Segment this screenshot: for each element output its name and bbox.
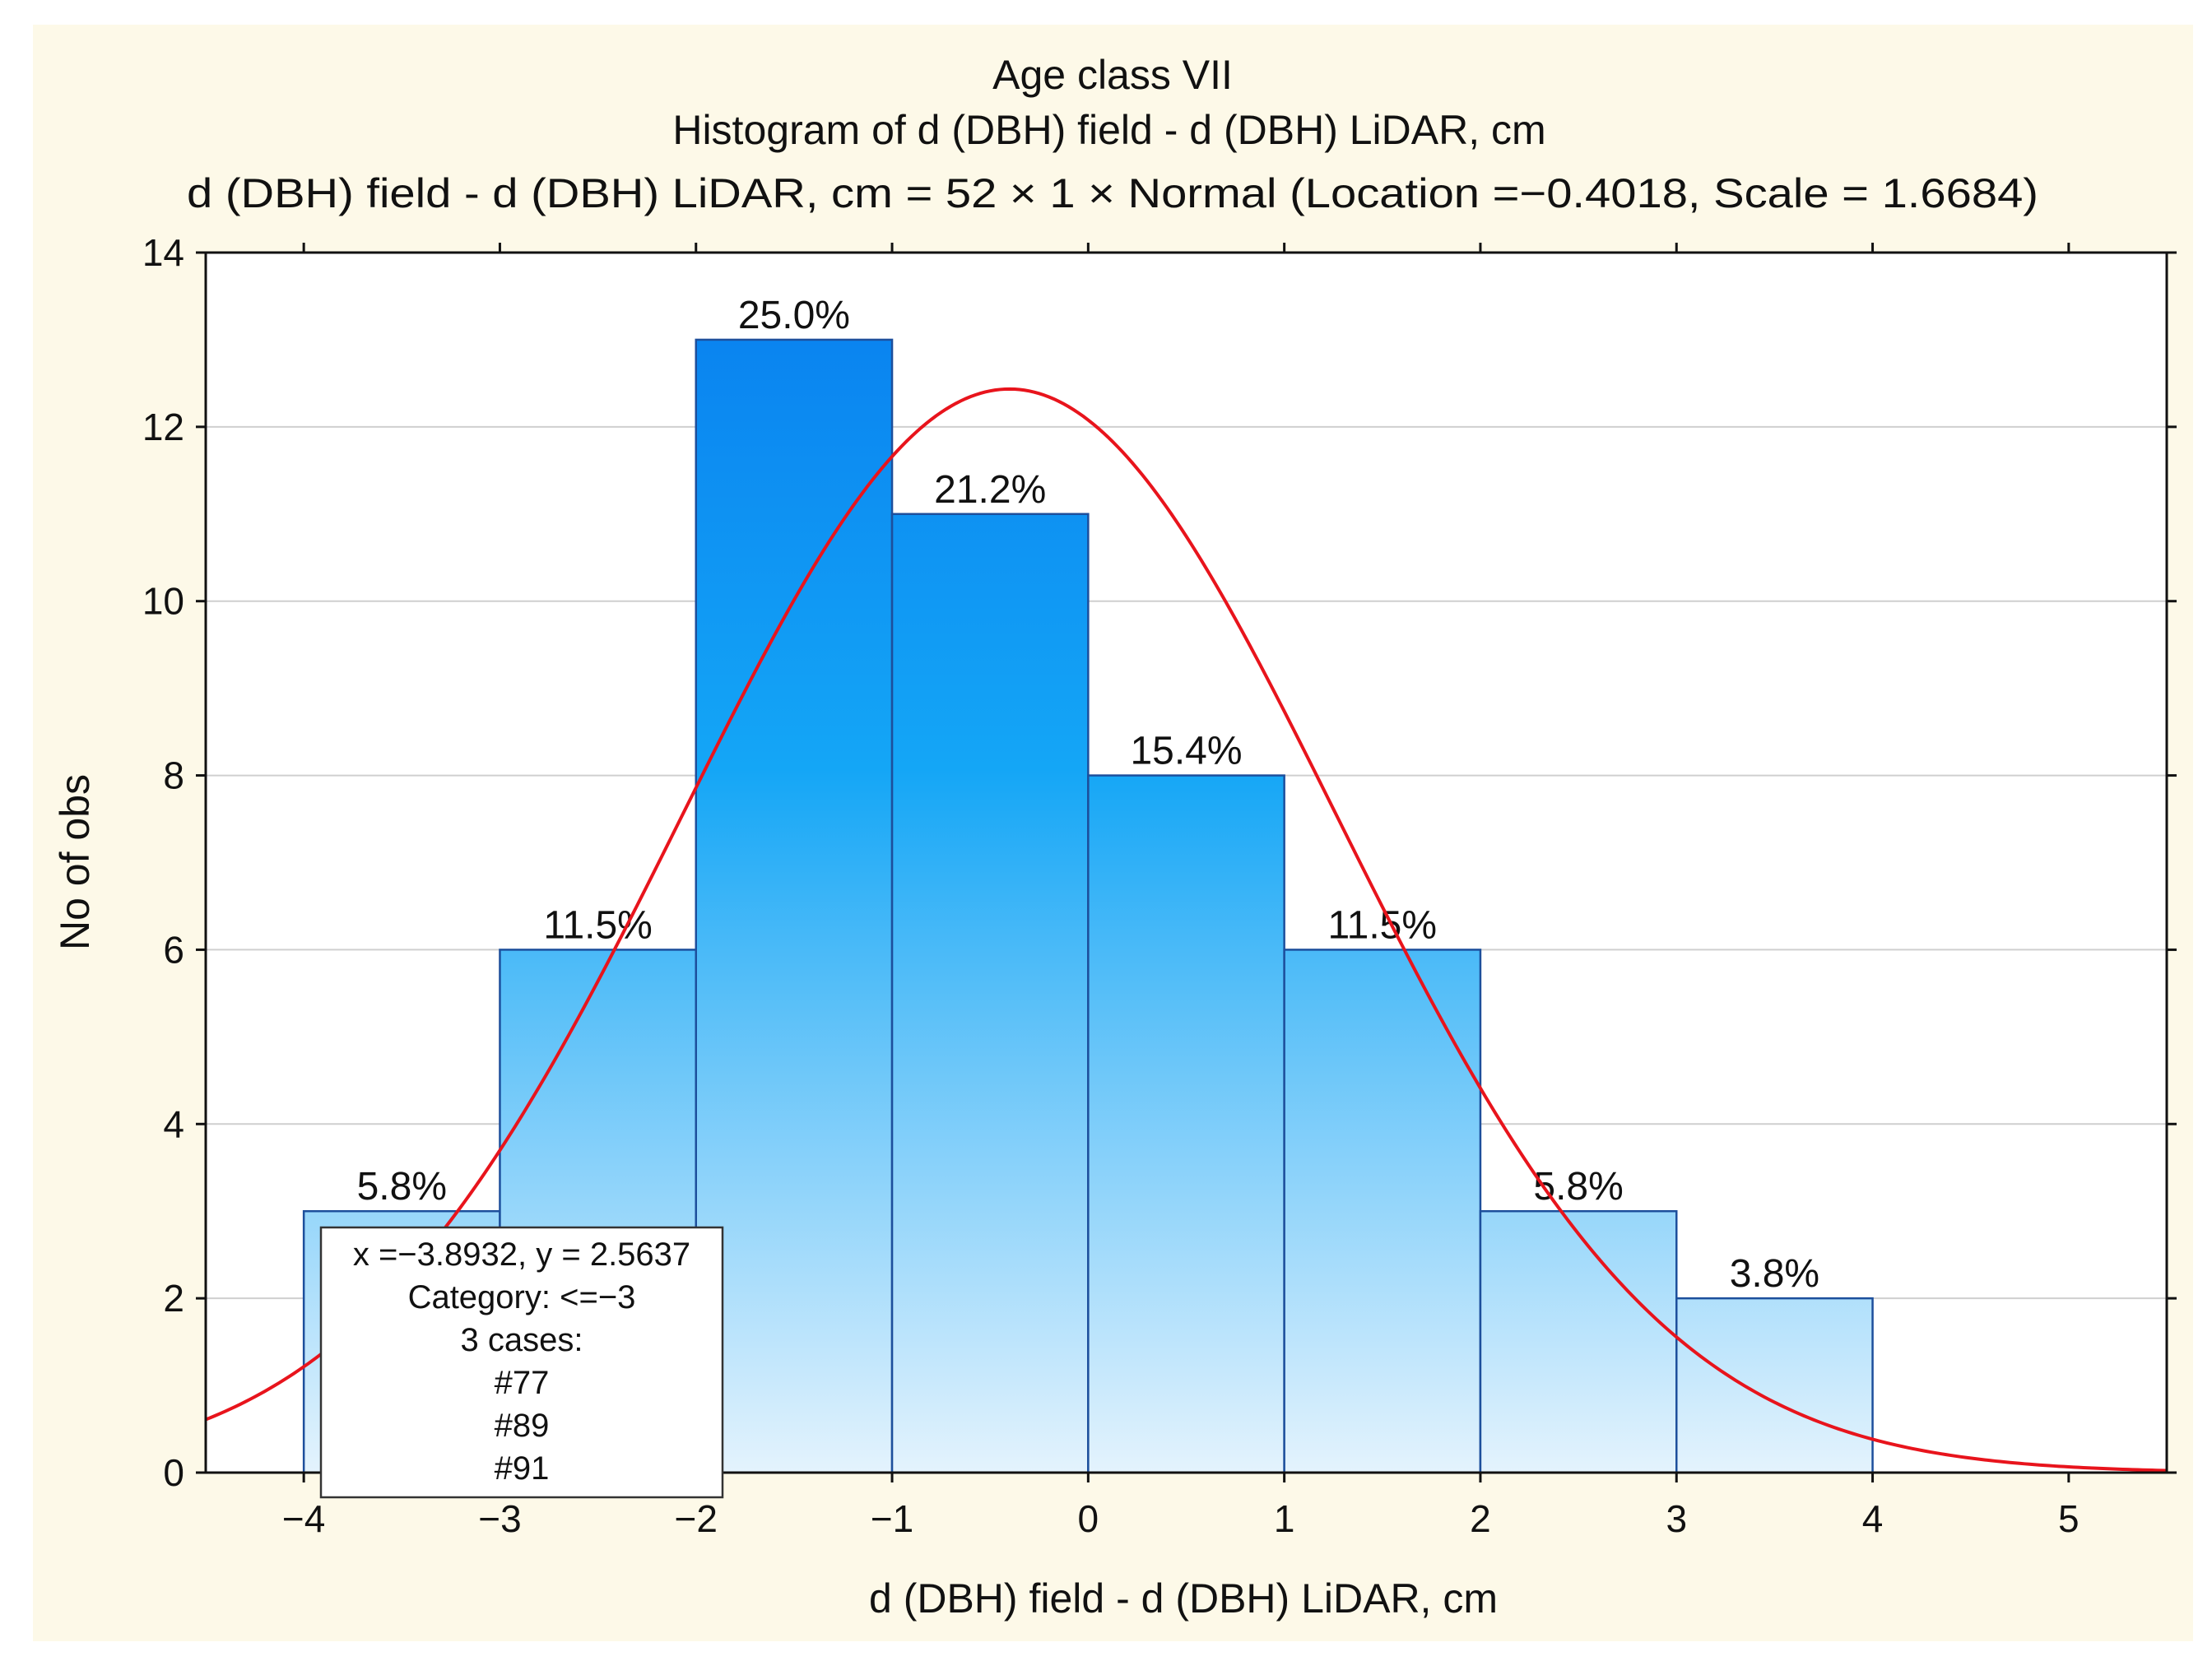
normal-fit-curve <box>205 387 2168 1473</box>
plot-frame <box>204 251 2168 1474</box>
histogram-bar[interactable] <box>1675 1297 1874 1474</box>
bar-percent-label: 21.2% <box>934 468 1046 512</box>
x-tick-label: 3 <box>1666 1497 1687 1540</box>
x-tick-label: 2 <box>1470 1497 1491 1540</box>
x-tick-label: −3 <box>478 1497 521 1540</box>
y-tick-label: 8 <box>163 754 184 797</box>
histogram-bar[interactable] <box>1479 1209 1678 1474</box>
tooltip-box <box>319 1226 724 1499</box>
x-tick-label: 4 <box>1862 1497 1884 1540</box>
bar-percent-label: 5.8% <box>357 1165 447 1209</box>
y-tick-label: 6 <box>163 928 184 971</box>
x-tick-label: −1 <box>871 1497 913 1540</box>
tooltip-case-2: #89 <box>495 1408 550 1444</box>
normal-curve-line <box>205 387 2168 1473</box>
chart-title-line-1: Age class VII <box>992 52 1233 98</box>
bar-percent-label: 15.4% <box>1130 730 1242 773</box>
bar-percent-label: 3.8% <box>1730 1252 1819 1296</box>
tooltip-case-count: 3 cases: <box>461 1322 583 1358</box>
bar-percent-label: 25.0% <box>738 294 850 337</box>
x-tick-label: 5 <box>2058 1497 2080 1540</box>
data-tooltip: x =−3.8932, y = 2.5637 Category: <=−3 3 … <box>319 1226 724 1499</box>
y-tick-label: 10 <box>142 580 184 623</box>
bar-percent-label: 5.8% <box>1533 1165 1623 1209</box>
histogram-bar[interactable] <box>1283 949 1482 1474</box>
tooltip-coords: x =−3.8932, y = 2.5637 <box>353 1236 690 1273</box>
tooltip-case-3: #91 <box>495 1450 550 1487</box>
histogram-bar[interactable] <box>695 338 894 1474</box>
tooltip-category: Category: <=−3 <box>408 1279 636 1315</box>
chart-title-line-3: d (DBH) field - d (DBH) LiDAR, cm = 52 ×… <box>187 170 2038 216</box>
y-axis-label: No of obs <box>52 774 98 950</box>
x-tick-label: 0 <box>1078 1497 1099 1540</box>
y-tick-label: 0 <box>163 1451 184 1494</box>
y-tick-label: 14 <box>142 231 184 274</box>
y-tick-label: 4 <box>163 1102 184 1145</box>
tooltip-case-1: #77 <box>495 1365 550 1401</box>
x-tick-label: 1 <box>1274 1497 1295 1540</box>
histogram-bars <box>302 338 1874 1474</box>
chart-title-line-2: Histogram of d (DBH) field - d (DBH) LiD… <box>672 107 1545 153</box>
x-tick-label: −4 <box>282 1497 325 1540</box>
y-tick-label: 12 <box>142 406 184 448</box>
bar-percent-label: 11.5% <box>1328 903 1438 947</box>
histogram-bar[interactable] <box>890 513 1090 1474</box>
x-tick-label: −2 <box>675 1497 718 1540</box>
y-tick-label: 2 <box>163 1277 184 1320</box>
bar-percent-labels: 5.8%11.5%25.0%21.2%15.4%11.5%5.8%3.8% <box>357 294 1820 1296</box>
histogram-bar[interactable] <box>1087 774 1285 1474</box>
x-axis-label: d (DBH) field - d (DBH) LiDAR, cm <box>869 1575 1498 1622</box>
